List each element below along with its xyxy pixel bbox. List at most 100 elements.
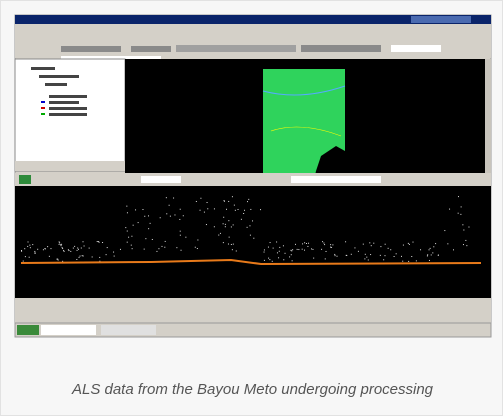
point xyxy=(297,249,298,250)
point xyxy=(232,196,233,197)
point xyxy=(250,209,251,210)
point xyxy=(304,250,305,251)
point xyxy=(463,230,464,231)
point xyxy=(76,259,77,260)
point xyxy=(276,241,277,242)
point xyxy=(128,237,129,238)
point xyxy=(160,217,161,218)
point xyxy=(83,255,84,256)
point xyxy=(220,233,221,234)
point xyxy=(181,250,182,251)
profile-toolbar xyxy=(15,173,491,186)
point xyxy=(431,254,432,255)
point xyxy=(180,209,181,210)
point xyxy=(307,246,308,247)
point xyxy=(260,209,261,210)
point xyxy=(458,213,459,214)
profile-dropdown xyxy=(141,176,181,183)
point xyxy=(249,225,250,226)
point xyxy=(223,223,224,224)
point xyxy=(291,250,292,251)
point xyxy=(325,258,326,259)
point xyxy=(49,256,50,257)
point xyxy=(43,249,44,250)
point xyxy=(268,258,269,259)
point xyxy=(228,220,229,221)
point xyxy=(453,249,454,250)
point xyxy=(458,196,459,197)
point xyxy=(196,201,197,202)
point xyxy=(225,224,226,225)
point xyxy=(432,252,433,253)
point xyxy=(292,249,293,250)
point xyxy=(351,254,352,255)
point xyxy=(304,242,305,243)
point xyxy=(32,244,33,245)
point xyxy=(241,219,242,220)
point xyxy=(84,245,85,246)
point xyxy=(232,249,233,250)
point xyxy=(35,252,36,253)
right-toolbar xyxy=(485,59,491,173)
profile-dropdown xyxy=(291,176,381,183)
point xyxy=(279,251,280,252)
point xyxy=(131,236,132,237)
point xyxy=(460,214,461,215)
point xyxy=(228,201,229,202)
point xyxy=(59,241,60,242)
point xyxy=(125,227,126,228)
point xyxy=(295,244,296,245)
point xyxy=(185,237,186,238)
point xyxy=(291,254,292,255)
point xyxy=(354,247,355,248)
point xyxy=(107,247,108,248)
point xyxy=(394,256,395,257)
point xyxy=(427,255,428,256)
point xyxy=(23,261,24,262)
point xyxy=(430,248,431,249)
point xyxy=(114,256,115,257)
point xyxy=(28,241,29,242)
point xyxy=(268,247,269,248)
point xyxy=(144,216,145,217)
panel-tabs xyxy=(15,161,125,171)
point xyxy=(180,231,181,232)
point xyxy=(34,251,35,252)
point xyxy=(411,256,412,257)
point xyxy=(331,247,332,248)
point xyxy=(312,249,313,250)
point xyxy=(364,258,365,259)
point xyxy=(323,243,324,244)
point xyxy=(231,244,232,245)
point xyxy=(224,201,225,202)
point xyxy=(365,254,366,255)
point xyxy=(165,241,166,242)
point xyxy=(416,260,417,261)
point xyxy=(302,243,303,244)
point xyxy=(73,248,74,249)
point xyxy=(68,250,69,251)
point xyxy=(197,239,198,240)
point xyxy=(402,261,403,262)
point xyxy=(61,244,62,245)
point xyxy=(244,210,245,211)
point xyxy=(335,255,336,256)
point xyxy=(235,210,236,211)
task-button xyxy=(101,325,156,335)
point xyxy=(438,255,439,256)
point xyxy=(369,242,370,243)
point xyxy=(435,243,436,244)
point xyxy=(269,259,270,260)
point xyxy=(429,249,430,250)
point xyxy=(279,247,280,248)
point xyxy=(264,260,265,261)
point xyxy=(62,248,63,249)
point xyxy=(120,249,121,250)
status-bar xyxy=(15,298,491,323)
task-button xyxy=(41,325,96,335)
point xyxy=(409,244,410,245)
point xyxy=(102,242,103,243)
point xyxy=(59,242,60,243)
point xyxy=(74,246,75,247)
point xyxy=(465,240,466,241)
